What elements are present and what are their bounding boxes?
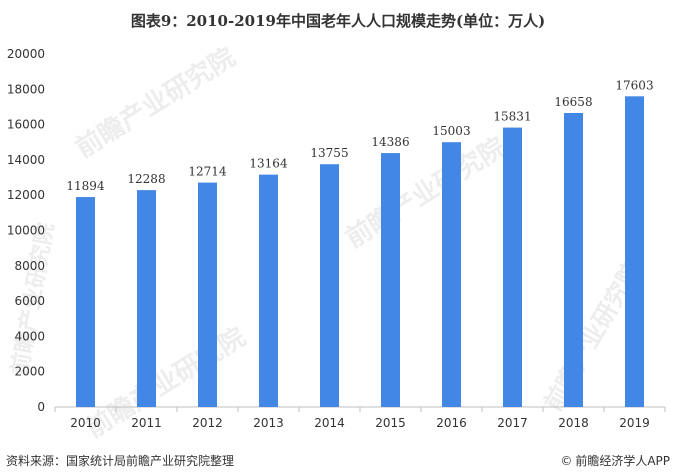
data-label: 13755 [310,146,348,160]
y-tick-label: 2000 [14,365,45,379]
bar [320,164,339,407]
bar [442,142,461,407]
data-label: 15003 [432,124,470,138]
chart-title: 图表9：2010-2019年中国老年人人口规模走势(单位：万人) [130,12,546,30]
x-tick-label: 2015 [375,416,406,430]
data-label: 17603 [615,78,653,92]
x-tick-label: 2013 [253,416,284,430]
x-tick-label: 2019 [619,416,650,430]
watermark-text: 前瞻产业研究院 [70,41,241,164]
watermark-text: 前瞻产业研究院 [80,321,251,444]
bar [137,190,156,407]
y-tick-label: 18000 [7,82,45,96]
data-label: 13164 [249,157,288,171]
x-tick-label: 2018 [558,416,589,430]
bar [503,127,522,407]
credit-text: 前瞻经济学人APP [575,454,670,468]
credit: © 前瞻经济学人APP [560,452,670,469]
data-label: 14386 [371,135,409,149]
x-tick-label: 2010 [70,416,101,430]
copyright-icon: © [560,453,573,468]
data-label: 16658 [554,95,592,109]
y-tick-label: 14000 [7,153,45,167]
bar [198,182,217,407]
source-note: 资料来源：国家统计局前瞻产业研究院整理 [6,454,235,468]
bar [381,153,400,407]
x-tick-label: 2016 [436,416,467,430]
y-tick-label: 12000 [7,188,45,202]
x-tick-label: 2012 [192,416,223,430]
y-tick-label: 8000 [14,259,45,273]
y-tick-label: 6000 [14,294,45,308]
x-tick-label: 2014 [314,416,345,430]
watermark-text: 前瞻产业研究院 [340,131,511,254]
bar [76,197,95,407]
y-tick-label: 4000 [14,329,45,343]
bar [625,96,644,407]
data-label: 12714 [188,165,227,179]
data-label: 12288 [127,172,165,186]
data-label: 11894 [66,179,105,193]
bar [259,174,278,407]
y-tick-label: 0 [37,400,45,414]
y-tick-label: 16000 [7,118,45,132]
data-label: 15831 [493,110,531,124]
x-tick-label: 2011 [131,416,162,430]
x-tick-label: 2017 [497,416,528,430]
y-tick-label: 10000 [7,224,45,238]
y-tick-label: 20000 [7,47,45,61]
bar [564,112,583,407]
